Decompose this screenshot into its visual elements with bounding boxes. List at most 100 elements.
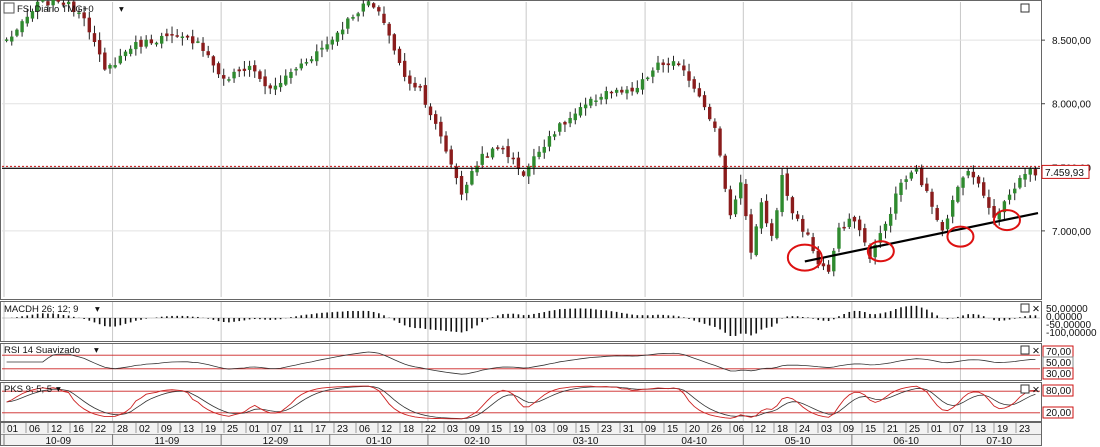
day-label: 06 (359, 424, 371, 435)
candle-body (558, 123, 562, 132)
candle (273, 77, 278, 96)
maximize-icon[interactable] (1020, 3, 1030, 13)
candle (718, 126, 722, 158)
day-label: 12 (755, 424, 767, 435)
candle (764, 194, 769, 227)
close-icon[interactable]: ✕ (1032, 385, 1040, 396)
candle-body (211, 56, 216, 66)
candle (987, 189, 991, 215)
candle-body (749, 214, 753, 253)
close-icon[interactable]: ✕ (1032, 304, 1040, 315)
candle (320, 40, 324, 58)
candle-body (847, 218, 851, 227)
candle-body (351, 16, 355, 19)
marked-low-circle (866, 240, 895, 263)
month-label: 07-10 (986, 436, 1012, 447)
day-label: 22 (95, 424, 107, 435)
day-label: 09 (557, 424, 569, 435)
panel-menu-icon[interactable] (3, 2, 15, 14)
candle (113, 57, 117, 69)
candle (894, 186, 898, 220)
macd-panel-title[interactable]: MACDH 26; 12; 9 ▾ (4, 304, 100, 315)
candle-body (775, 210, 779, 239)
candle-body (930, 191, 934, 207)
candle-body (682, 65, 686, 71)
candle-body (253, 65, 257, 72)
candle-body (237, 69, 241, 72)
candle (656, 55, 660, 73)
candle-body (935, 208, 939, 220)
candle (806, 228, 810, 236)
candle-body (139, 39, 143, 47)
candle-body (490, 148, 495, 158)
candle (521, 169, 526, 177)
candle-body (651, 70, 655, 77)
candle (82, 5, 86, 27)
candle (723, 153, 727, 193)
candle (268, 83, 272, 95)
chevron-down-icon[interactable]: ▾ (95, 304, 100, 315)
candle-body (697, 88, 702, 97)
candle (671, 55, 676, 70)
candle (935, 204, 939, 222)
day-label: 25 (227, 424, 239, 435)
candle-body (1002, 201, 1007, 213)
day-label: 06 (733, 424, 745, 435)
stochastic-level-box (1042, 406, 1074, 419)
candle-body (1007, 194, 1012, 200)
candle-body (72, 1, 76, 12)
candle (702, 91, 707, 111)
candle (134, 35, 138, 56)
candle (361, 0, 366, 17)
candle-body (527, 166, 531, 177)
month-label: 11-09 (154, 436, 179, 447)
candle-body (154, 42, 159, 45)
chevron-down-icon[interactable]: ▾ (94, 345, 99, 356)
candle-body (723, 155, 727, 189)
maximize-icon[interactable] (1020, 345, 1030, 355)
day-label: 09 (469, 424, 481, 435)
candle (118, 48, 123, 65)
maximize-icon[interactable] (1020, 303, 1030, 313)
maximize-icon[interactable] (1020, 384, 1030, 394)
candle-body (475, 165, 479, 173)
candle (775, 207, 779, 240)
chevron-down-icon[interactable]: ▾ (56, 384, 61, 395)
candle (687, 63, 691, 88)
candle (247, 60, 252, 77)
candle (795, 210, 800, 222)
candle-body (371, 3, 376, 8)
candle (837, 222, 841, 253)
candle-body (573, 113, 577, 121)
candle (821, 257, 826, 271)
candle-body (242, 68, 247, 71)
rsi-axis-label: 70,00 (1046, 347, 1071, 358)
candle (604, 86, 609, 105)
candle-body (433, 114, 438, 124)
marked-low-circle (992, 209, 1021, 232)
candle (428, 103, 433, 121)
candle (397, 46, 402, 66)
chevron-down-icon[interactable]: ▾ (119, 4, 124, 15)
candle-body (402, 60, 407, 77)
candle (103, 47, 107, 71)
candle-body (103, 52, 107, 70)
candle-body (950, 200, 955, 217)
day-label: 03 (535, 424, 547, 435)
candle (387, 22, 391, 44)
candle-body (444, 135, 448, 152)
rsi-panel-title[interactable]: RSI 14 Suavizado ▾ (4, 345, 99, 356)
day-label: 23 (601, 424, 613, 435)
candle (92, 25, 97, 47)
candle-body (620, 89, 624, 93)
candle (180, 32, 185, 46)
candle-body (284, 75, 288, 85)
macd-panel-frame (0, 301, 1042, 342)
price-panel-title[interactable]: FSI Diário TMG+0 ▾ (3, 2, 124, 15)
candle-body (108, 65, 112, 69)
candle-body (635, 87, 640, 93)
stochastic-panel-title[interactable]: PKS 9; 5; 5 ▾ (4, 384, 61, 395)
candle (263, 69, 267, 95)
candle-body (578, 107, 583, 116)
close-icon[interactable]: ✕ (1032, 346, 1040, 357)
